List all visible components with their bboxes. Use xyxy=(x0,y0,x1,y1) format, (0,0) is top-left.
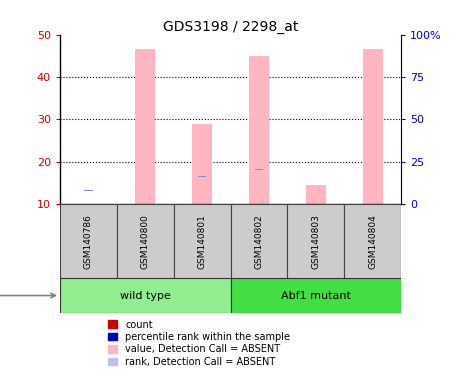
Legend: count, percentile rank within the sample, value, Detection Call = ABSENT, rank, : count, percentile rank within the sample… xyxy=(106,318,292,369)
Bar xyxy=(230,278,401,313)
Text: GSM140803: GSM140803 xyxy=(311,214,320,269)
Title: GDS3198 / 2298_at: GDS3198 / 2298_at xyxy=(163,20,298,33)
Bar xyxy=(230,204,287,278)
Text: GSM140804: GSM140804 xyxy=(368,214,377,268)
Bar xyxy=(344,204,401,278)
Text: GSM140800: GSM140800 xyxy=(141,214,150,269)
Bar xyxy=(249,56,269,204)
Text: GSM140786: GSM140786 xyxy=(84,214,93,269)
Bar xyxy=(254,169,263,170)
Text: genotype/variation: genotype/variation xyxy=(0,291,55,301)
Bar xyxy=(306,185,326,204)
Bar xyxy=(198,176,207,177)
Text: wild type: wild type xyxy=(120,291,171,301)
Bar xyxy=(60,278,230,313)
Bar xyxy=(135,50,155,204)
Bar xyxy=(60,204,117,278)
Bar xyxy=(84,190,93,191)
Bar xyxy=(117,204,174,278)
Text: GSM140801: GSM140801 xyxy=(198,214,207,269)
Bar xyxy=(192,124,212,204)
Text: Abf1 mutant: Abf1 mutant xyxy=(281,291,351,301)
Text: GSM140802: GSM140802 xyxy=(254,214,263,268)
Bar xyxy=(141,165,149,166)
Bar xyxy=(287,204,344,278)
Bar xyxy=(174,204,230,278)
Bar xyxy=(363,50,383,204)
Bar xyxy=(368,168,377,169)
